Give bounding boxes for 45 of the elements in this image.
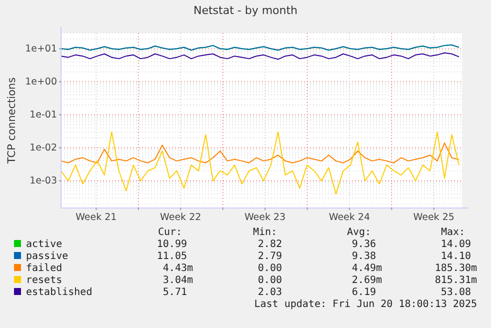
- text: 6.19: [352, 287, 376, 298]
- x-tick-label: Week 22: [160, 212, 202, 223]
- text: 14.10: [440, 251, 471, 262]
- text: Avg:: [347, 227, 372, 238]
- x-tick-label: Week 24: [328, 212, 370, 223]
- y-tick-label: 1e+01: [25, 43, 57, 54]
- legend-label: passive: [26, 251, 68, 262]
- text: Max:: [441, 227, 466, 238]
- text: 815.31m: [434, 275, 478, 286]
- text: 3.04m: [162, 275, 194, 286]
- legend-label: resets: [26, 275, 62, 286]
- text: 53.08: [440, 287, 471, 298]
- line-series: [60, 142, 460, 164]
- text: Last update: Fri Jun 20 18:00:13 2025: [254, 299, 477, 310]
- text: 14.09: [440, 239, 471, 250]
- legend-label: failed: [26, 263, 62, 274]
- text: 0.00: [258, 263, 282, 274]
- text: 4.43m: [162, 263, 194, 274]
- legend-label: active: [26, 239, 62, 250]
- text: 11.05: [156, 251, 187, 262]
- text: 2.03: [258, 287, 282, 298]
- y-tick-label: 1e-01: [30, 109, 57, 120]
- line-series: [60, 132, 460, 194]
- line-series: [60, 52, 460, 60]
- text: 9.38: [352, 251, 376, 262]
- text: 2.79: [258, 251, 282, 262]
- x-tick-label: Week 21: [76, 212, 117, 223]
- text: 2.69m: [352, 275, 382, 286]
- text: Min:: [253, 227, 278, 238]
- legend-label: established: [26, 287, 92, 298]
- x-tick-label: Week 23: [244, 212, 286, 223]
- chart-title: Netstat - by month: [193, 4, 298, 17]
- text: 9.36: [352, 239, 376, 250]
- text: Cur:: [158, 227, 182, 238]
- text: 10.99: [156, 239, 187, 250]
- x-tick-label: Week 25: [413, 212, 454, 223]
- text: 4.49m: [352, 263, 382, 274]
- y-tick-label: 1e-02: [30, 142, 57, 154]
- y-tick-label: 1e-03: [30, 175, 57, 186]
- y-axis-title: TCP connections: [6, 77, 18, 165]
- y-tick-label: 1e+00: [25, 76, 57, 88]
- text: 185.30m: [434, 263, 478, 274]
- text: 5.71: [162, 287, 187, 298]
- text: 2.82: [258, 239, 282, 250]
- text: 0.00: [258, 275, 282, 286]
